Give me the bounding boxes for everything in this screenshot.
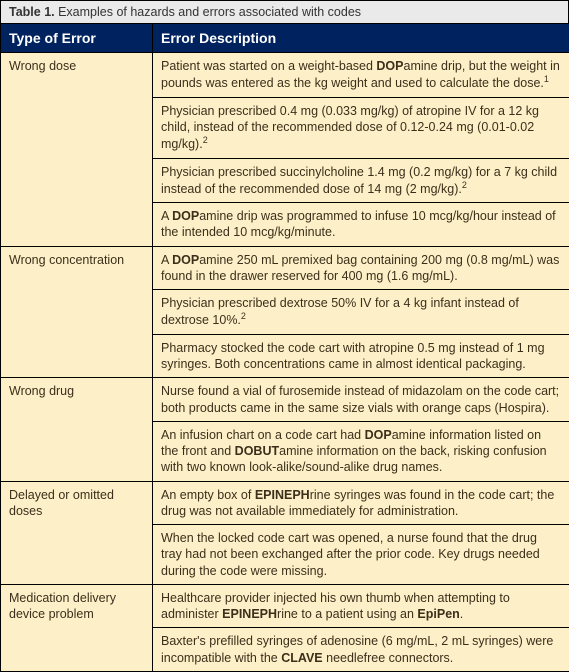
table-container: Table 1. Examples of hazards and errors … [0, 0, 569, 672]
desc-cell: Pharmacy stocked the code cart with atro… [153, 334, 569, 378]
type-cell: Wrong concentration [1, 246, 153, 378]
desc-cell: Physician prescribed 0.4 mg (0.033 mg/kg… [153, 97, 569, 158]
desc-cell: Healthcare provider injected his own thu… [153, 584, 569, 628]
desc-cell: An empty box of EPINEPHrine syringes was… [153, 481, 569, 525]
table-row: Delayed or omitted dosesAn empty box of … [1, 481, 569, 525]
header-type: Type of Error [1, 24, 153, 53]
desc-cell: Physician prescribed dextrose 50% IV for… [153, 290, 569, 335]
type-cell: Delayed or omitted doses [1, 481, 153, 584]
desc-cell: A DOPamine 250 mL premixed bag containin… [153, 246, 569, 290]
table-row: Wrong drugNurse found a vial of furosemi… [1, 378, 569, 422]
table-row: Medication delivery device problemHealth… [1, 584, 569, 628]
table-row: Wrong dosePatient was started on a weigh… [1, 53, 569, 98]
desc-cell: Nurse found a vial of furosemide instead… [153, 378, 569, 422]
table-row: Wrong concentrationA DOPamine 250 mL pre… [1, 246, 569, 290]
header-row: Type of Error Error Description [1, 24, 569, 53]
desc-cell: A DOPamine drip was programmed to infuse… [153, 203, 569, 247]
table-caption: Table 1. Examples of hazards and errors … [0, 0, 569, 23]
desc-cell: When the locked code cart was opened, a … [153, 525, 569, 585]
type-cell: Wrong drug [1, 378, 153, 481]
type-cell: Medication delivery device problem [1, 584, 153, 671]
caption-label: Table 1. [9, 5, 55, 19]
desc-cell: An infusion chart on a code cart had DOP… [153, 421, 569, 481]
hazards-table: Type of Error Error Description Wrong do… [0, 23, 569, 672]
type-cell: Wrong dose [1, 53, 153, 247]
table-body: Wrong dosePatient was started on a weigh… [1, 53, 569, 672]
desc-cell: Baxter's prefilled syringes of adenosine… [153, 628, 569, 672]
desc-cell: Patient was started on a weight-based DO… [153, 53, 569, 98]
header-desc: Error Description [153, 24, 569, 53]
caption-text: Examples of hazards and errors associate… [55, 5, 361, 19]
desc-cell: Physician prescribed succinylcholine 1.4… [153, 158, 569, 203]
